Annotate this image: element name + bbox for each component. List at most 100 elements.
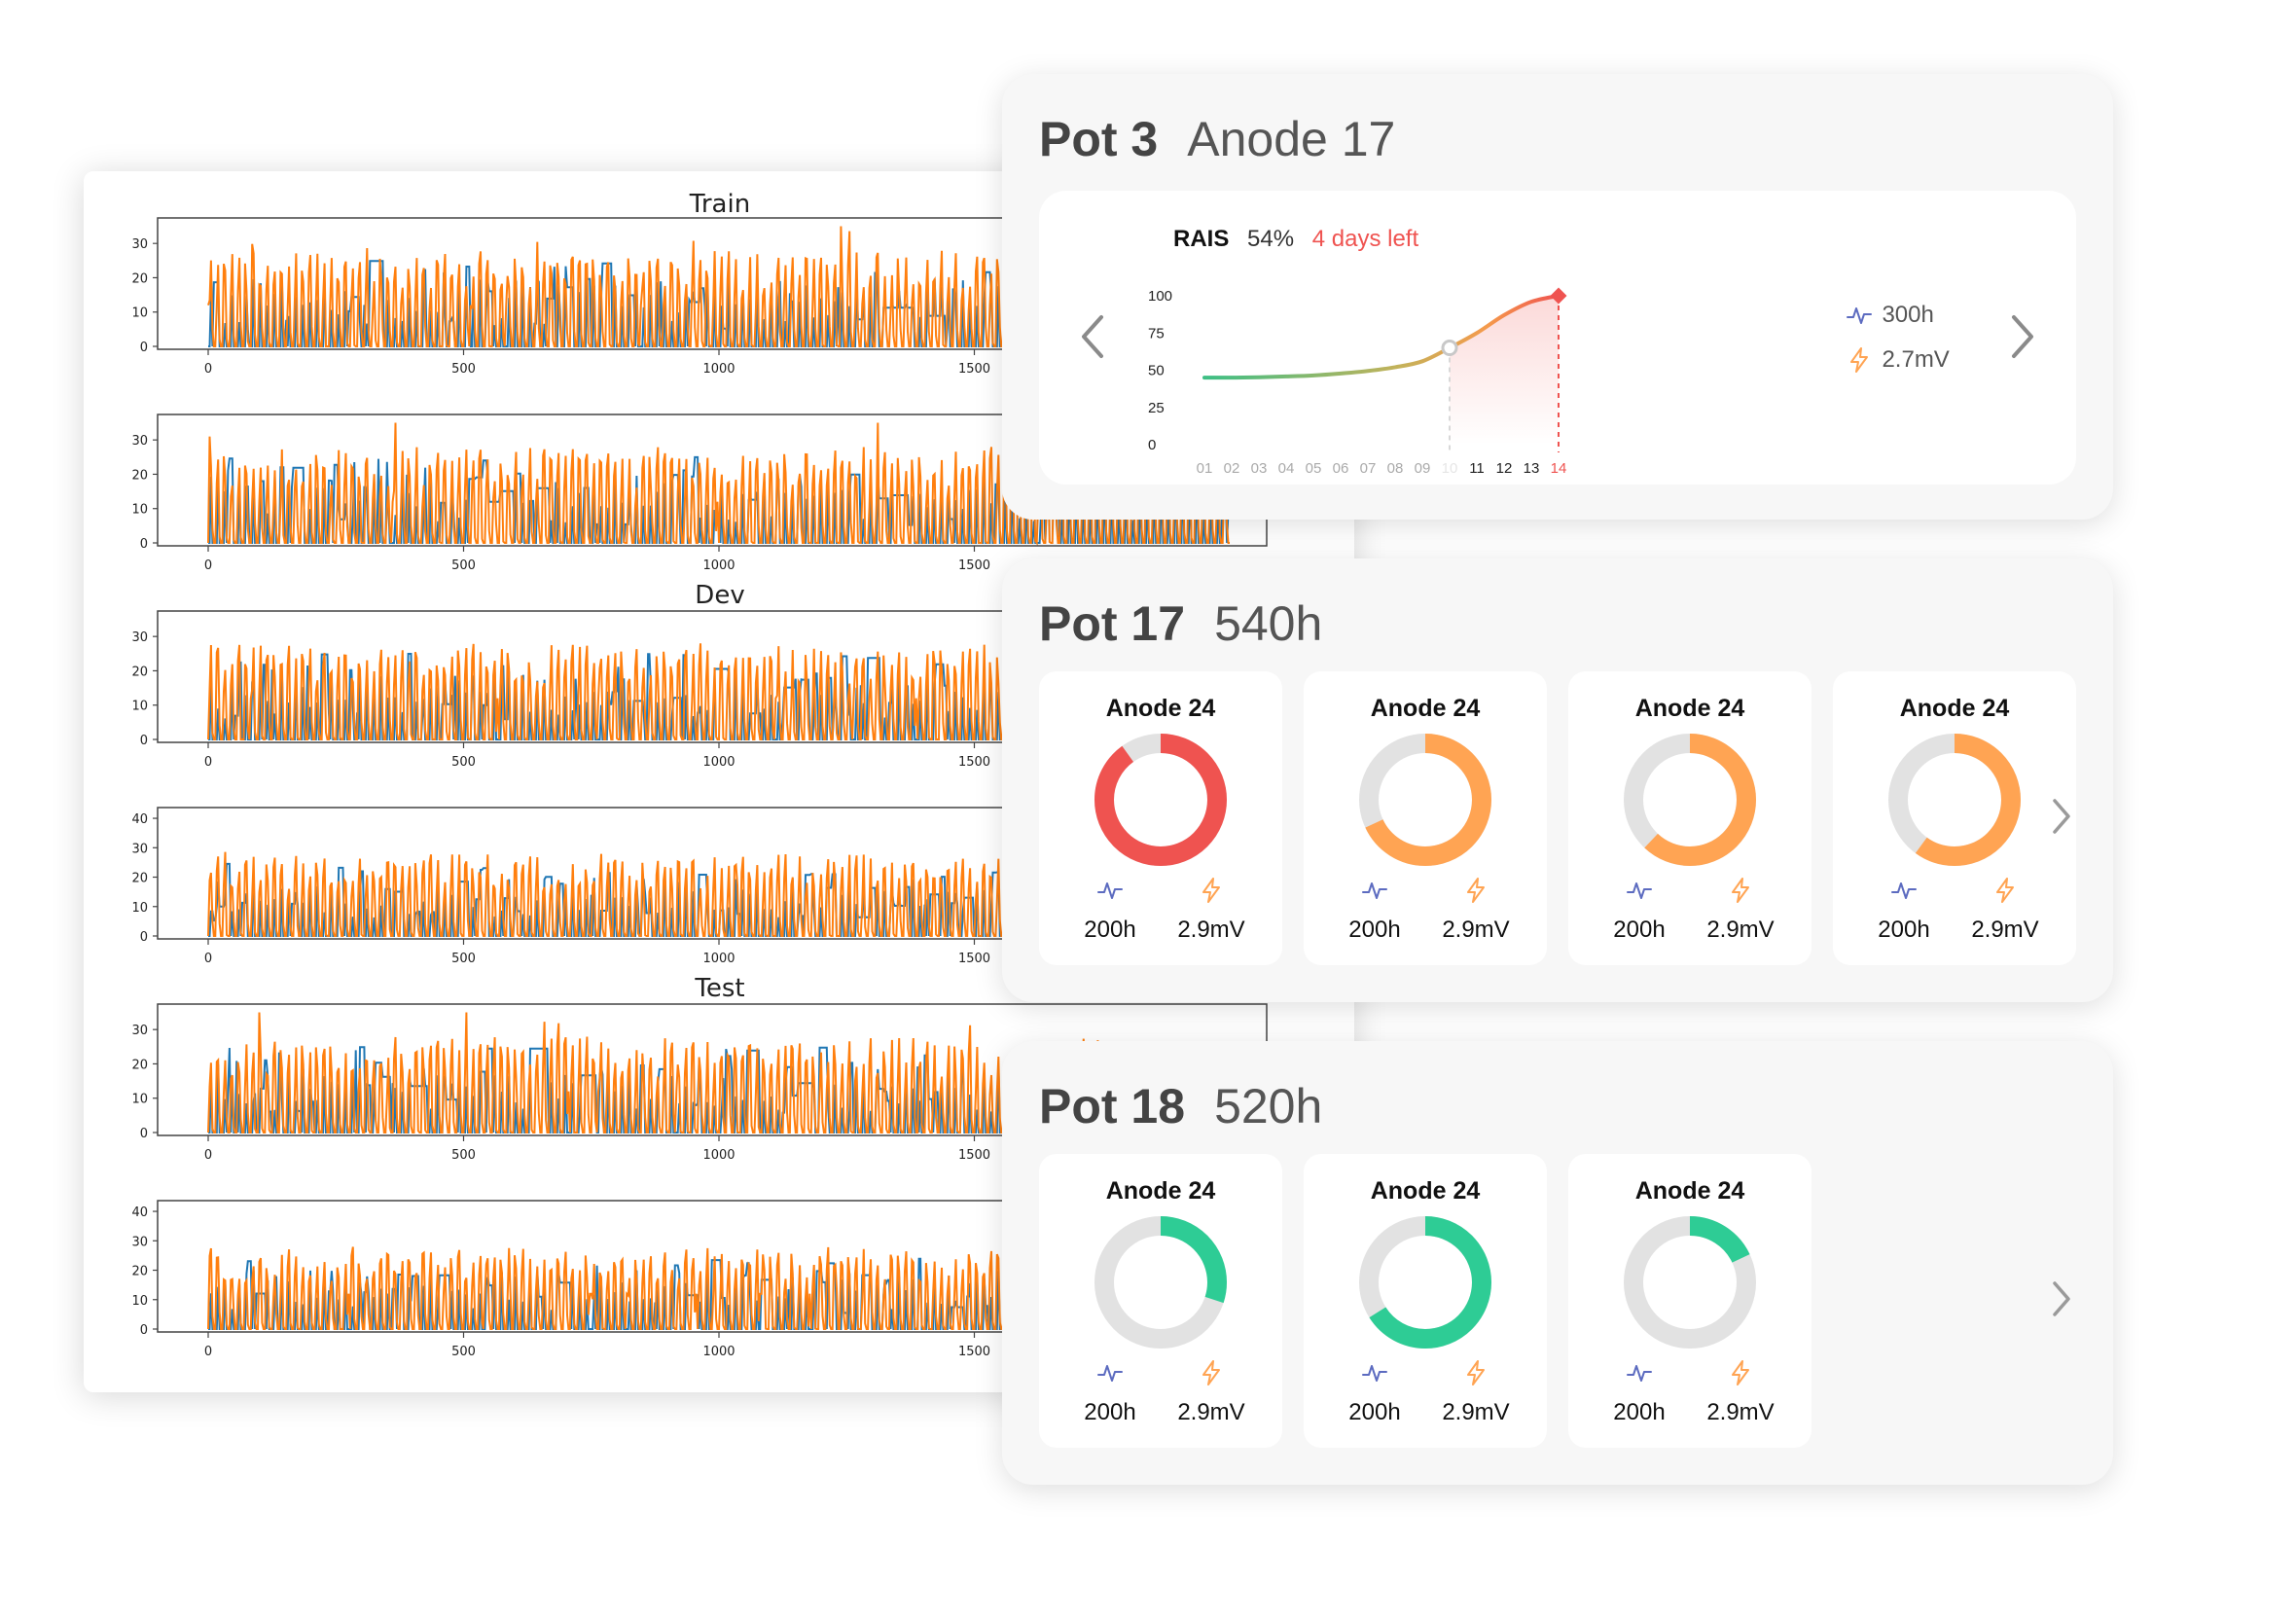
pulse-icon <box>1097 1365 1123 1382</box>
anode-voltage: 2.9mV <box>1177 917 1245 943</box>
donut-progress <box>1624 1216 1756 1349</box>
x-tick-label: 500 <box>451 952 476 966</box>
x-tick-label: 11 <box>1469 460 1485 477</box>
anode-name: Anode 24 <box>1634 1177 1745 1205</box>
anode-name: Anode 24 <box>1370 1177 1481 1205</box>
anode-voltage: 2.9mV <box>1442 917 1510 943</box>
y-tick-label: 0 <box>140 537 148 552</box>
lightning-icon <box>1467 878 1485 903</box>
y-tick-label: 0 <box>140 930 148 945</box>
lightning-icon <box>1996 878 2014 903</box>
anode-tile[interactable]: Anode 24 200h 2.9mV <box>1304 1154 1547 1448</box>
rais-line-chart: 0 25 50 75 100 01 02 03 04 05 06 07 08 09 10 11 12 13 14 <box>1148 287 1567 477</box>
x-tick-label: 1000 <box>702 952 735 966</box>
anode-hours: 200h <box>1084 917 1136 943</box>
x-tick-label: 05 <box>1306 460 1322 477</box>
pot3-voltage-metric: 2.7mV <box>1847 346 1950 374</box>
pulse-icon <box>1627 1365 1652 1382</box>
current-point[interactable] <box>1441 340 1458 357</box>
pot17-hours-label: 540h <box>1214 596 1323 651</box>
pot18-next-button[interactable] <box>2051 1280 2072 1317</box>
y-tick-label: 75 <box>1148 325 1165 342</box>
y-tick-label: 50 <box>1148 363 1165 379</box>
lightning-icon <box>1850 347 1868 373</box>
x-tick-label: 08 <box>1387 460 1404 477</box>
donut-progress <box>1359 734 1491 866</box>
pot17-pot-label: Pot 17 <box>1039 596 1186 651</box>
x-tick-label: 1000 <box>702 362 735 377</box>
pot17-next-button[interactable] <box>2051 798 2072 835</box>
y-tick-label: 30 <box>131 237 148 252</box>
anode-wear-donut <box>1094 734 1227 866</box>
x-tick-label: 1500 <box>958 1148 990 1163</box>
x-tick-label: 500 <box>451 755 476 770</box>
x-tick-label: 500 <box>451 362 476 377</box>
pot3-anode-label: Anode 17 <box>1187 112 1396 166</box>
anode-tile[interactable]: Anode 24 200h 2.9mV <box>1304 671 1547 965</box>
pot3-hours: 300h <box>1882 302 1934 328</box>
y-tick-label: 30 <box>131 1235 148 1249</box>
pulse-icon <box>1362 1365 1387 1382</box>
pot3-pot-label: Pot 3 <box>1039 112 1159 166</box>
y-tick-label: 20 <box>131 271 148 286</box>
x-tick-label: 0 <box>204 558 212 573</box>
anode-hours: 200h <box>1613 917 1666 943</box>
anode-wear-donut <box>1359 734 1491 866</box>
y-tick-label: 30 <box>131 842 148 856</box>
lightning-icon <box>1467 1360 1485 1385</box>
anode-hours: 200h <box>1084 1399 1136 1425</box>
next-button[interactable] <box>2008 313 2037 360</box>
pot3-card: Pot 3 Anode 17 RAIS 54% 4 days left <box>1002 74 2113 520</box>
y-tick-label: 30 <box>131 434 148 449</box>
x-tick-label: 0 <box>204 1148 212 1163</box>
x-tick-label: 1000 <box>702 1148 735 1163</box>
pot18-card: Pot 18 520h Anode 24 200h 2.9mV Anode 24 200h… <box>1002 1041 2113 1485</box>
y-tick-label: 10 <box>131 503 148 518</box>
anode-hours: 200h <box>1613 1399 1666 1425</box>
x-tick-label: 0 <box>204 755 212 770</box>
x-tick-label: 500 <box>451 1148 476 1163</box>
pot18-hours-label: 520h <box>1214 1079 1323 1133</box>
donut-progress <box>1359 1216 1491 1349</box>
anode-name: Anode 24 <box>1105 695 1216 722</box>
chevron-right-icon <box>2012 315 2033 358</box>
y-tick-label: 20 <box>131 665 148 679</box>
anode-tile[interactable]: Anode 24 200h 2.9mV <box>1833 671 2076 965</box>
anode-tile[interactable]: Anode 24 200h 2.9mV <box>1039 671 1282 965</box>
x-tick-label: 09 <box>1415 460 1431 477</box>
rais-chart-box: RAIS 54% 4 days left 0 25 50 75 100 01 02 03 04… <box>1039 191 2076 485</box>
anode-voltage: 2.9mV <box>1971 917 2039 943</box>
anode-tile[interactable]: Anode 24 200h 2.9mV <box>1568 671 1812 965</box>
anode-name: Anode 24 <box>1899 695 2010 722</box>
y-tick-label: 40 <box>131 1205 148 1220</box>
chevron-right-icon <box>2053 799 2070 834</box>
prev-button[interactable] <box>1078 313 1107 360</box>
x-tick-label: 07 <box>1360 460 1377 477</box>
lightning-icon <box>1732 1360 1749 1385</box>
y-tick-label: 10 <box>131 1294 148 1309</box>
anode-wear-donut <box>1624 734 1756 866</box>
y-tick-label: 0 <box>140 1323 148 1338</box>
lightning-icon <box>1202 878 1220 903</box>
days-left: 4 days left <box>1311 226 1419 252</box>
plot-title: Test <box>694 974 744 1003</box>
pulse-icon <box>1891 882 1917 899</box>
x-tick-label: 04 <box>1278 460 1295 477</box>
anode-name: Anode 24 <box>1370 695 1481 722</box>
x-tick-label: 10 <box>1442 460 1458 477</box>
y-tick-label: 0 <box>140 341 148 355</box>
pot17-card: Pot 17 540h Anode 24 200h 2.9mV Anode 24 200h… <box>1002 558 2113 1002</box>
anode-tile[interactable]: Anode 24 200h 2.9mV <box>1039 1154 1282 1448</box>
chevron-right-icon <box>2053 1281 2070 1316</box>
y-tick-label: 100 <box>1148 288 1172 305</box>
y-tick-label: 10 <box>131 306 148 321</box>
anode-wear-donut <box>1888 734 2021 866</box>
anode-voltage: 2.9mV <box>1442 1399 1510 1425</box>
x-tick-label: 1500 <box>958 1345 990 1359</box>
anode-hours: 200h <box>1348 917 1401 943</box>
anode-name: Anode 24 <box>1105 1177 1216 1205</box>
anode-tile[interactable]: Anode 24 200h 2.9mV <box>1568 1154 1812 1448</box>
x-tick-label: 12 <box>1496 460 1513 477</box>
predicted-series <box>207 422 1230 546</box>
x-tick-label: 0 <box>204 1345 212 1359</box>
